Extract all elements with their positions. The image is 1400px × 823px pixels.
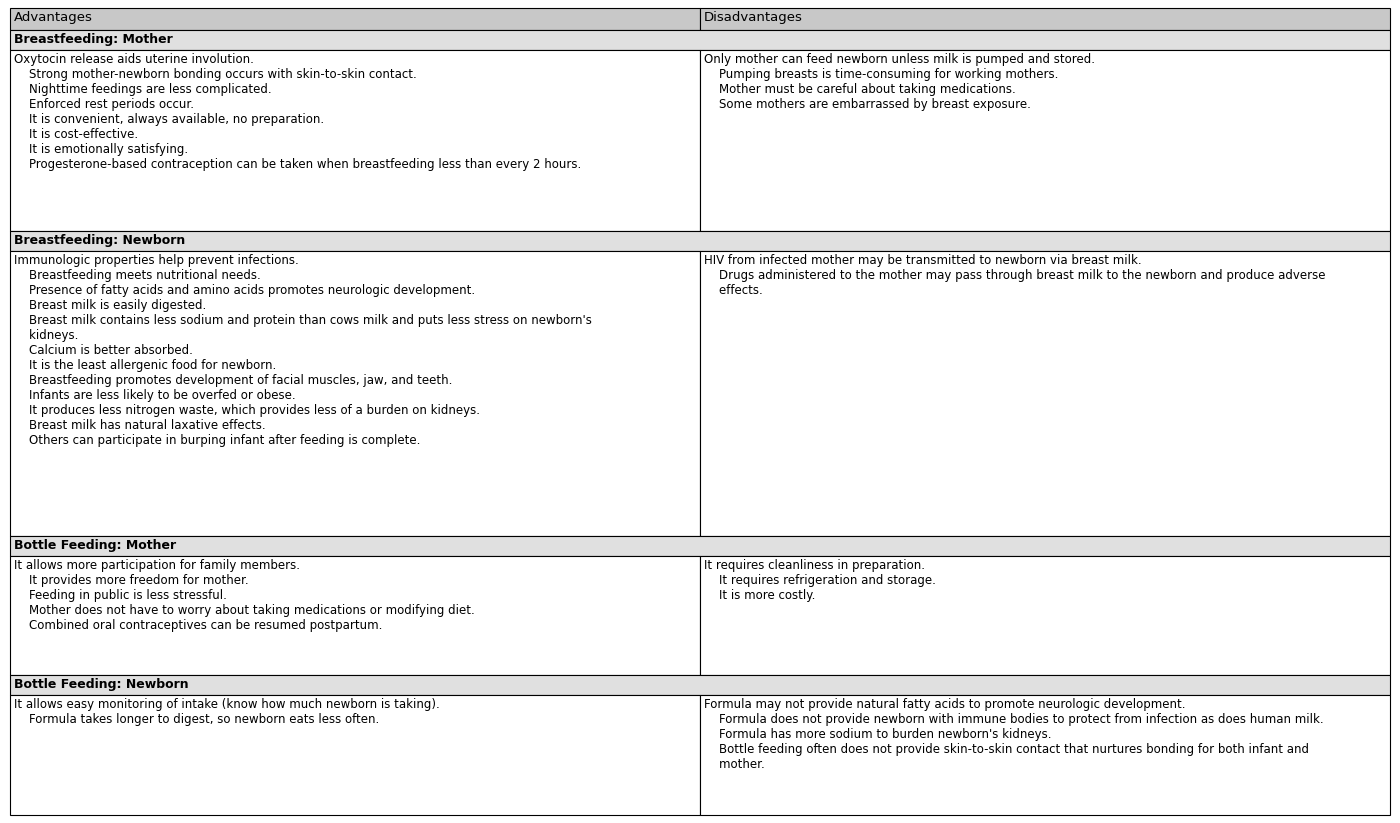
- Bar: [700, 50, 1390, 231]
- Bar: [10, 231, 1390, 251]
- Text: Breastfeeding: Newborn: Breastfeeding: Newborn: [14, 235, 185, 248]
- Bar: [10, 251, 700, 536]
- Text: Oxytocin release aids uterine involution.
    Strong mother-newborn bonding occu: Oxytocin release aids uterine involution…: [14, 53, 581, 171]
- Bar: [700, 556, 1390, 676]
- Text: Bottle Feeding: Mother: Bottle Feeding: Mother: [14, 539, 176, 552]
- Text: Breastfeeding: Mother: Breastfeeding: Mother: [14, 33, 172, 46]
- Text: HIV from infected mother may be transmitted to newborn via breast milk.
    Drug: HIV from infected mother may be transmit…: [704, 254, 1326, 297]
- Text: It allows easy monitoring of intake (know how much newborn is taking).
    Formu: It allows easy monitoring of intake (kno…: [14, 699, 440, 727]
- Text: Advantages: Advantages: [14, 11, 92, 24]
- Text: Bottle Feeding: Newborn: Bottle Feeding: Newborn: [14, 678, 189, 691]
- Bar: [10, 556, 700, 676]
- Text: Disadvantages: Disadvantages: [704, 11, 802, 24]
- Bar: [10, 8, 700, 30]
- Bar: [10, 50, 700, 231]
- Bar: [700, 251, 1390, 536]
- Text: Formula may not provide natural fatty acids to promote neurologic development.
 : Formula may not provide natural fatty ac…: [704, 699, 1323, 771]
- Bar: [10, 676, 1390, 695]
- Text: It requires cleanliness in preparation.
    It requires refrigeration and storag: It requires cleanliness in preparation. …: [704, 559, 935, 602]
- Bar: [10, 695, 700, 815]
- Bar: [700, 695, 1390, 815]
- Text: Immunologic properties help prevent infections.
    Breastfeeding meets nutritio: Immunologic properties help prevent infe…: [14, 254, 592, 448]
- Text: It allows more participation for family members.
    It provides more freedom fo: It allows more participation for family …: [14, 559, 475, 632]
- Bar: [10, 536, 1390, 556]
- Bar: [10, 30, 1390, 50]
- Bar: [700, 8, 1390, 30]
- Text: Only mother can feed newborn unless milk is pumped and stored.
    Pumping breas: Only mother can feed newborn unless milk…: [704, 53, 1095, 111]
